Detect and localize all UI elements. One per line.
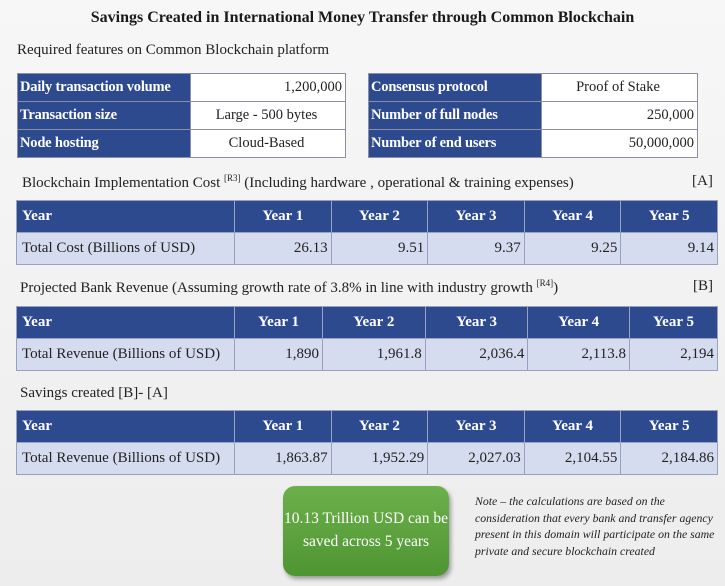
feature-key: Daily transaction volume	[17, 73, 191, 102]
feature-key: Consensus protocol	[368, 73, 542, 102]
revenue-label: Projected Bank Revenue (Assuming growth …	[20, 278, 559, 296]
table-row: Total Revenue (Billions of USD) 1,890 1,…	[16, 338, 718, 371]
cost-label: Blockchain Implementation Cost [R3] (Inc…	[22, 173, 574, 191]
feature-key: Transaction size	[17, 101, 191, 130]
feature-value: 250,000	[541, 101, 698, 130]
savings-table: Year Year 1 Year 2 Year 3 Year 4 Year 5 …	[16, 410, 718, 475]
page-title: Savings Created in International Money T…	[90, 9, 635, 26]
revenue-bracket: [B]	[693, 278, 713, 294]
feature-value: Proof of Stake	[541, 73, 698, 102]
feature-key: Node hosting	[17, 129, 191, 158]
cost-bracket: [A]	[692, 173, 713, 189]
callout-line: saved across 5 years	[302, 533, 430, 550]
callout-line: 10.13 Trillion USD can be	[283, 510, 449, 527]
feature-key: Number of full nodes	[368, 101, 542, 130]
table-header-row: Year Year 1 Year 2 Year 3 Year 4 Year 5	[16, 410, 718, 443]
table-row: Total Cost (Billions of USD) 26.13 9.51 …	[16, 232, 718, 265]
features-table-right: Consensus protocol Proof of Stake Number…	[368, 73, 698, 158]
feature-value: Cloud-Based	[190, 129, 346, 158]
cost-table: Year Year 1 Year 2 Year 3 Year 4 Year 5 …	[16, 200, 718, 265]
features-table-left: Daily transaction volume 1,200,000 Trans…	[17, 73, 346, 158]
revenue-table: Year Year 1 Year 2 Year 3 Year 4 Year 5 …	[16, 306, 718, 371]
table-header-row: Year Year 1 Year 2 Year 3 Year 4 Year 5	[16, 306, 718, 339]
savings-callout: 10.13 Trillion USD can be saved across 5…	[283, 486, 449, 576]
feature-value: 1,200,000	[190, 73, 346, 102]
features-label: Required features on Common Blockchain p…	[17, 42, 330, 58]
table-row: Total Revenue (Billions of USD) 1,863.87…	[16, 442, 718, 475]
feature-value: 50,000,000	[541, 129, 698, 158]
feature-key: Number of end users	[368, 129, 542, 158]
table-header-row: Year Year 1 Year 2 Year 3 Year 4 Year 5	[16, 200, 718, 233]
savings-label: Savings created [B]- [A]	[20, 385, 168, 401]
footnote: Note – the calculations are based on the…	[475, 494, 715, 558]
feature-value: Large - 500 bytes	[190, 101, 346, 130]
